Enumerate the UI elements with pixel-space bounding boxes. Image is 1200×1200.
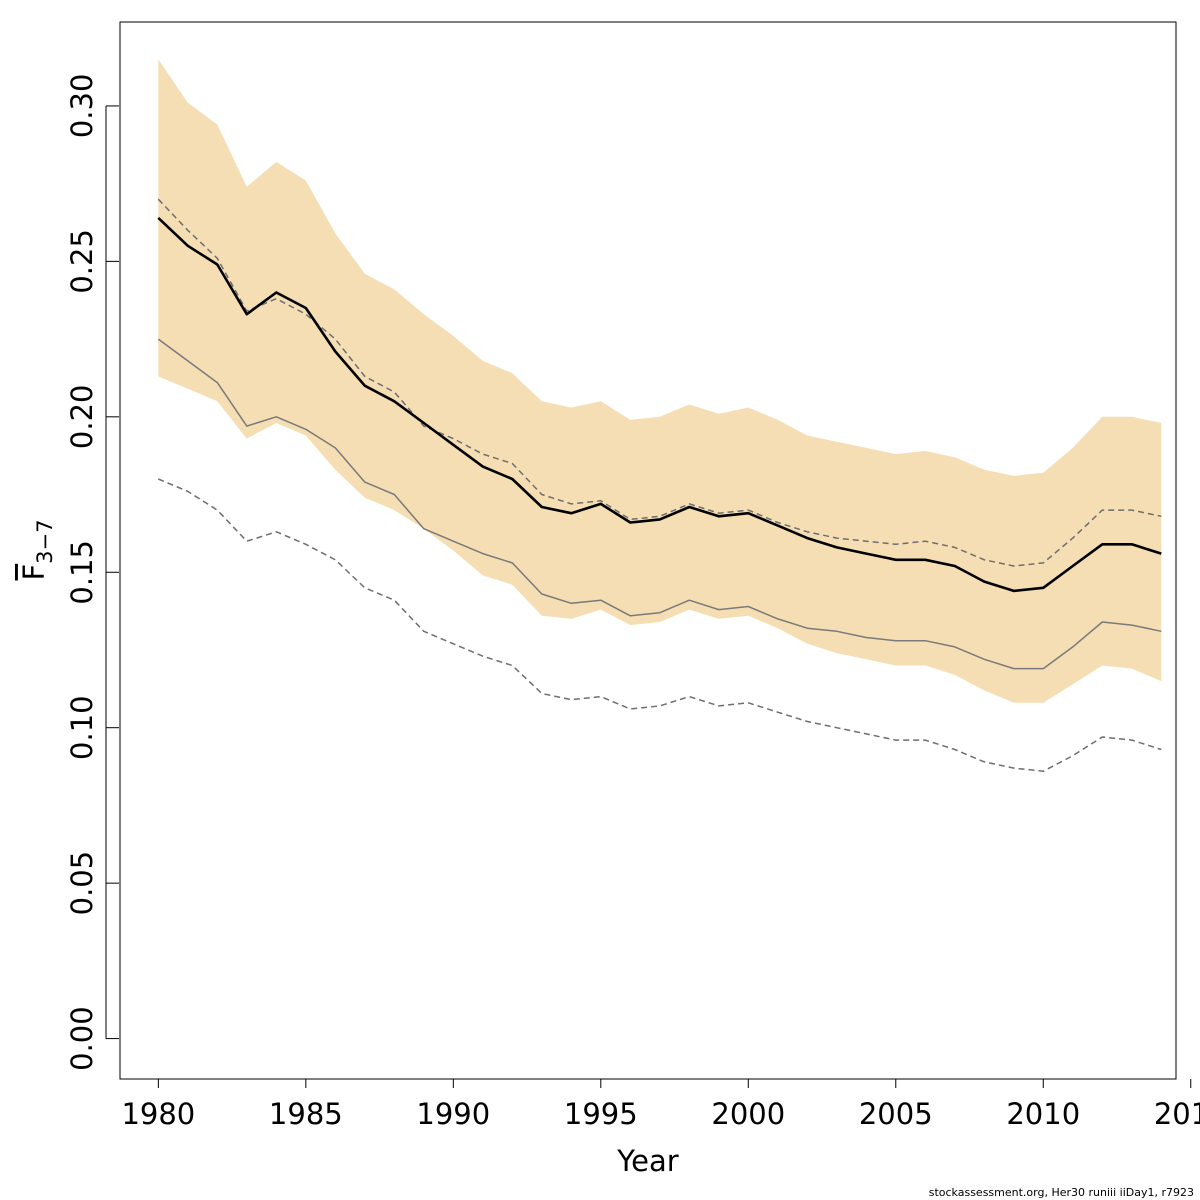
x-tick-label: 2015 [1154,1097,1200,1131]
y-tick-label: 0.10 [65,695,99,760]
series-line-3 [158,478,1162,772]
x-axis-title: Year [616,1144,678,1178]
x-tick-label: 2005 [859,1097,933,1131]
y-tick-label: 0.20 [65,385,99,450]
series-line-1 [157,216,1162,593]
x-tick-label: 1995 [564,1097,638,1131]
series-line-2 [157,198,1162,567]
x-tick-label: 2010 [1006,1097,1080,1131]
x-tick-label: 1980 [121,1097,195,1131]
y-tick-label: 0.00 [65,1006,99,1071]
y-tick-label: 0.05 [65,851,99,916]
series-line-4 [157,338,1162,670]
confidence-band-layer [158,59,1162,703]
confidence-band [158,59,1162,703]
y-tick-label: 0.25 [65,229,99,294]
y-axis: 0.00 0.05 0.10 0.15 0.20 0.25 0.30 [65,74,119,1071]
x-axis: 1980 1985 1990 1995 2000 2005 2010 2015 [121,1078,1200,1131]
x-tick-label: 1985 [269,1097,343,1131]
x-tick-label: 2000 [711,1097,785,1131]
y-axis-title-base: F [17,564,51,581]
y-tick-label: 0.15 [65,540,99,605]
y-axis-title: F3−7 [17,519,57,580]
y-axis-title-subscript: 3−7 [33,519,57,563]
y-tick-label: 0.30 [65,74,99,139]
svg-text:F3−7: F3−7 [17,519,57,580]
x-tick-label: 1990 [416,1097,490,1131]
series-layer [157,198,1162,772]
footer-credit: stockassessment.org, Her30 runiii iiDay1… [929,1186,1194,1199]
